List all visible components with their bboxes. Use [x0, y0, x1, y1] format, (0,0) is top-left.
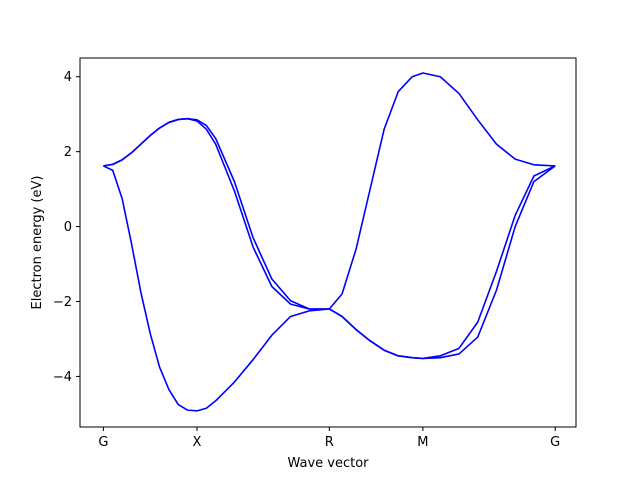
plot-lines: [103, 72, 556, 412]
y-tick-label: 0: [64, 220, 72, 235]
x-tick-label: G: [98, 435, 108, 450]
y-tick-label: 2: [64, 145, 72, 160]
x-tick-label: X: [193, 435, 202, 450]
x-tick-label: R: [325, 435, 334, 450]
x-tick-label: G: [550, 435, 560, 450]
y-tick-label: −4: [53, 370, 72, 385]
y-tick-label: −2: [53, 295, 72, 310]
y-axis-ticks: −4 −2 0 2 4: [53, 70, 80, 385]
band-line-3: [103, 117, 556, 360]
band-line-1: [103, 165, 556, 412]
x-axis-label: Wave vector: [287, 456, 369, 471]
x-tick-label: M: [417, 435, 428, 450]
y-tick-label: 4: [64, 70, 72, 85]
y-axis-label: Electron energy (eV): [30, 176, 45, 310]
axes-frame: [79, 57, 577, 428]
band-line-2: [103, 72, 556, 310]
